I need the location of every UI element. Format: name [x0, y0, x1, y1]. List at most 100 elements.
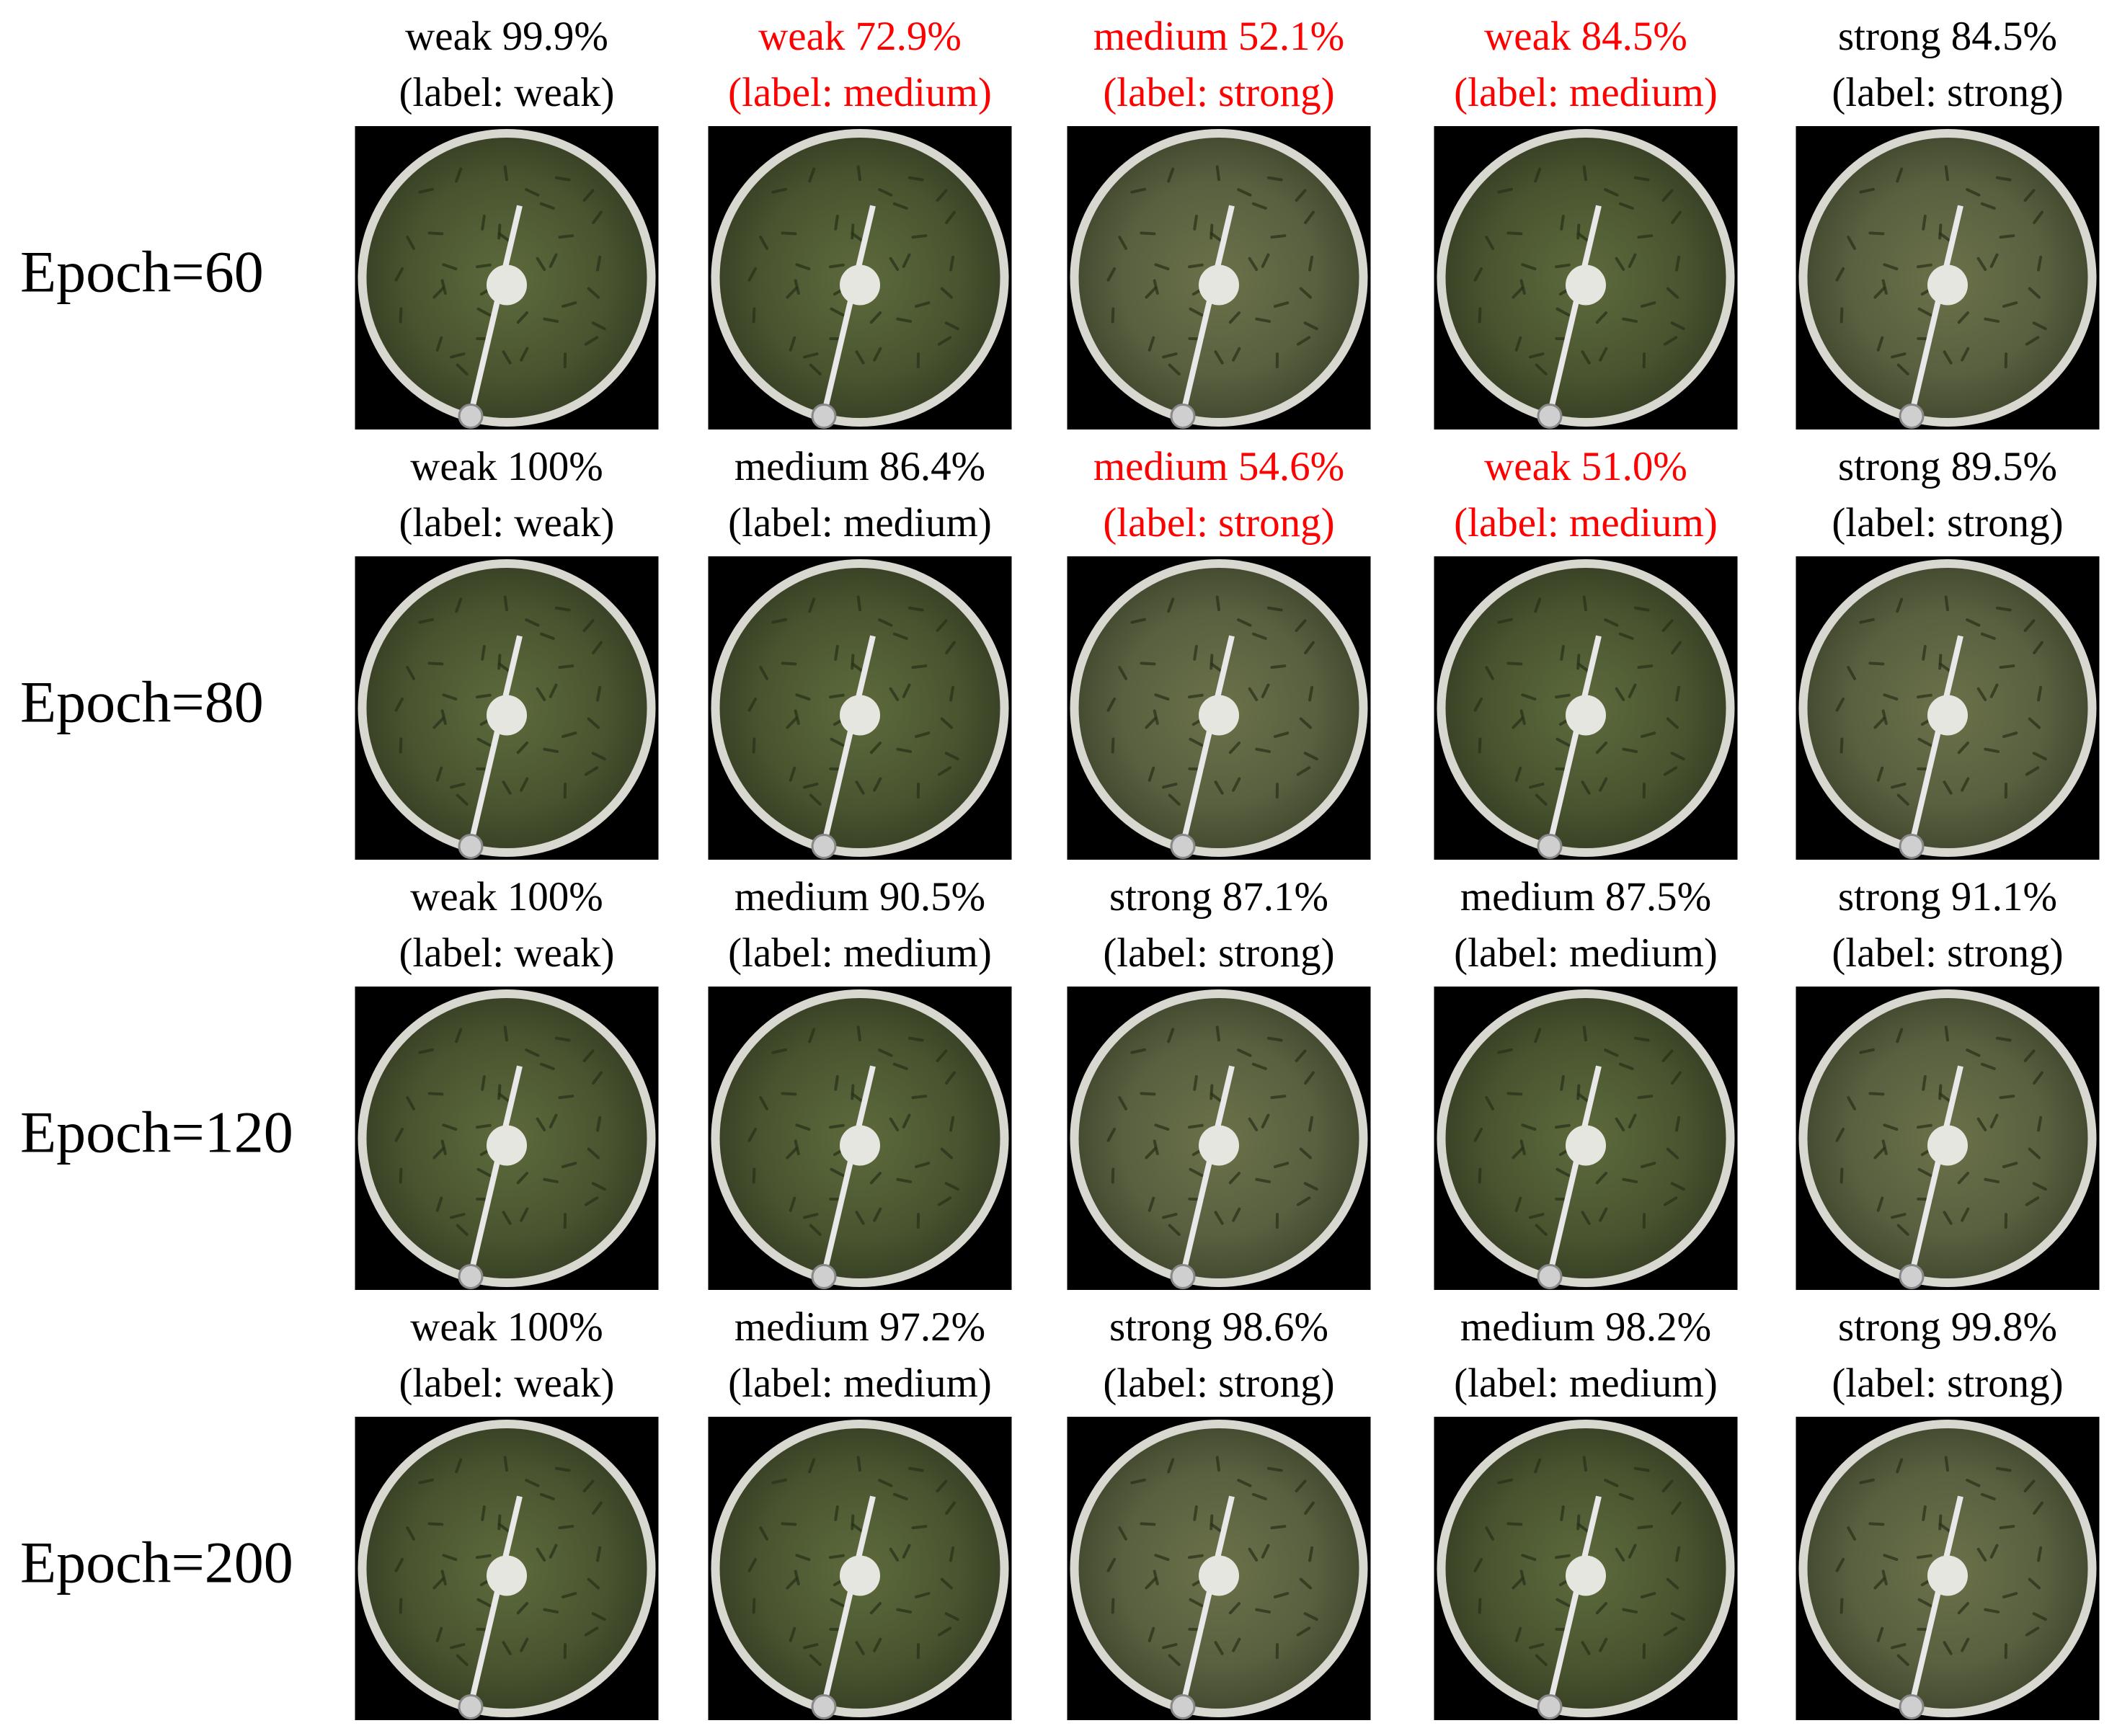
fish — [432, 286, 445, 299]
fish — [442, 263, 458, 271]
fish — [2037, 1116, 2043, 1132]
fish — [1535, 363, 1548, 375]
fish — [549, 253, 558, 268]
feeder-rod — [821, 205, 876, 416]
fish — [1299, 1577, 1313, 1590]
fish — [1130, 618, 1146, 624]
fish — [1961, 1637, 1970, 1652]
cell: medium 87.5% (label: medium) — [1434, 874, 1738, 1290]
fish — [1145, 1577, 1157, 1590]
fish — [1296, 1196, 1311, 1206]
fish — [1473, 1127, 1483, 1142]
fish — [1308, 685, 1314, 702]
fish — [475, 1123, 492, 1129]
fish — [1599, 347, 1608, 362]
fish — [1237, 188, 1252, 197]
fish — [1106, 1127, 1117, 1142]
fish — [937, 1626, 952, 1637]
fish — [1478, 737, 1482, 754]
fish — [1633, 1466, 1650, 1472]
fish — [1295, 1049, 1307, 1062]
fish — [1663, 766, 1678, 776]
feeder-rod — [1547, 205, 1602, 416]
fish — [455, 1458, 463, 1474]
fish — [1847, 1526, 1857, 1541]
fish — [1618, 202, 1634, 210]
fish — [1145, 716, 1157, 729]
feeder-disc — [1566, 695, 1606, 736]
fish — [902, 683, 911, 698]
fish — [1296, 766, 1311, 776]
cell: medium 97.2% (label: medium) — [708, 1304, 1012, 1720]
fish — [592, 210, 603, 224]
fish — [516, 311, 529, 324]
fish — [834, 214, 839, 231]
feeder-base — [1537, 1264, 1563, 1289]
feeder-base — [1899, 1264, 1925, 1289]
fish — [752, 307, 756, 324]
fish — [809, 363, 822, 375]
fish — [406, 666, 416, 680]
fish — [1111, 1598, 1115, 1614]
fish — [1167, 1458, 1175, 1474]
fish — [1581, 1211, 1591, 1225]
fish — [809, 1224, 822, 1236]
fish — [1637, 234, 1654, 239]
fish — [456, 363, 469, 375]
feeder-rod — [1909, 1495, 1963, 1706]
feeder-base — [1537, 404, 1563, 429]
fish — [456, 793, 469, 806]
fish — [1961, 777, 1970, 792]
fish — [809, 793, 822, 806]
fish — [889, 257, 900, 271]
fish — [1670, 1182, 1685, 1191]
fish — [1251, 1492, 1267, 1500]
fish — [1618, 632, 1634, 640]
fish — [1473, 267, 1483, 282]
fish — [2025, 1196, 2040, 1206]
fish — [828, 1554, 845, 1559]
fish — [1228, 1172, 1241, 1185]
fish — [1154, 1123, 1170, 1131]
fish — [1873, 286, 1886, 299]
feeder-disc — [1927, 1125, 1968, 1166]
fish — [481, 644, 486, 661]
fish — [869, 311, 882, 324]
feeder-disc — [1927, 695, 1968, 736]
feeder-disc — [1566, 1125, 1606, 1166]
fish — [1581, 1641, 1591, 1655]
fish — [1976, 1117, 1987, 1131]
fish — [1228, 742, 1241, 755]
fish — [945, 1501, 956, 1515]
fish — [525, 618, 540, 627]
fish — [582, 189, 595, 202]
fish — [1299, 287, 1313, 299]
fish — [1232, 347, 1241, 362]
fish — [1876, 766, 1884, 782]
fish — [1148, 766, 1155, 782]
fish — [592, 1501, 603, 1515]
feeder-rod — [1180, 205, 1235, 416]
fish — [1210, 1514, 1214, 1531]
fish — [1835, 1557, 1845, 1572]
fish — [1303, 1182, 1318, 1191]
fish — [596, 685, 602, 702]
fish — [1118, 1526, 1128, 1541]
fish — [878, 188, 893, 197]
fish — [1154, 263, 1170, 271]
fish — [1961, 347, 1970, 362]
ground-truth: (label: weak) — [399, 70, 614, 115]
fish — [1943, 1211, 1953, 1225]
fish — [1891, 1213, 1907, 1219]
fish — [502, 350, 512, 365]
fish — [2028, 1577, 2041, 1590]
fish — [1599, 1637, 1608, 1652]
fish — [786, 1577, 798, 1590]
fish — [851, 1523, 865, 1534]
fish — [911, 1525, 928, 1530]
fish — [1506, 1092, 1523, 1096]
fish — [1273, 731, 1290, 739]
feeder-base — [1899, 834, 1925, 859]
fish — [1148, 336, 1155, 352]
